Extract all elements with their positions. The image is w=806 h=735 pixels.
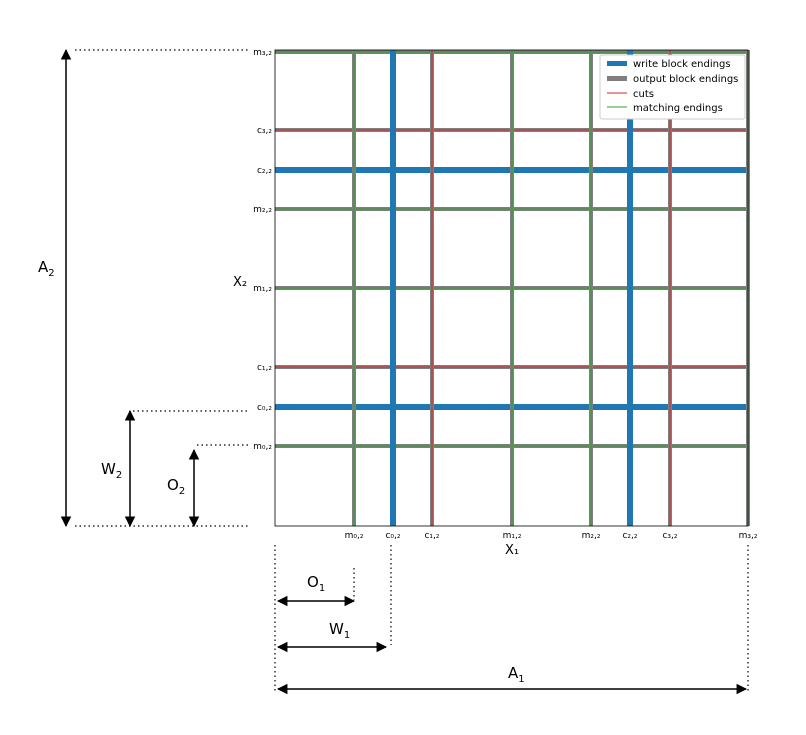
plot-frame (274, 49, 749, 527)
x-tick-label: m₂,₂ (582, 531, 601, 541)
x-tick-labels: m₀,₂ c₀,₂ c₁,₂ m₁,₂ m₂,₂ c₂,₂ c₃,₂ m₃,₂ (345, 531, 758, 541)
x-tick-label: m₀,₂ (345, 531, 364, 541)
label-w1: W1 (329, 620, 350, 641)
legend-label-output: output block endings (633, 74, 738, 85)
x-axis-label: X₁ (505, 543, 519, 558)
x-tick-label: m₃,₂ (739, 531, 758, 541)
label-w2: W2 (101, 460, 122, 481)
label-o1: O1 (307, 573, 325, 594)
y-tick-label: c₀,₂ (257, 403, 272, 413)
y-tick-labels: m₀,₂ c₀,₂ c₁,₂ m₁,₂ m₂,₂ c₂,₂ c₃,₂ m₃,₂ (253, 48, 272, 452)
label-a1: A1 (508, 664, 525, 685)
label-a2: A2 (38, 258, 55, 279)
legend-swatch-output (607, 76, 627, 81)
y-axis-label: X₂ (233, 275, 247, 290)
y-tick-label: m₂,₂ (253, 205, 272, 215)
y-tick-label: m₃,₂ (253, 48, 272, 58)
dimension-o1: O1 (276, 573, 356, 607)
legend-label-write: write block endings (633, 59, 731, 70)
dimension-o2: O2 (167, 444, 250, 528)
dimension-a1: A1 (276, 664, 748, 695)
y-tick-label: m₁,₂ (253, 284, 272, 294)
legend-swatch-write (607, 61, 627, 66)
legend: write block endings output block endings… (599, 54, 746, 120)
dimension-w2: W2 (101, 409, 250, 528)
grid-lines (275, 50, 750, 526)
dimension-w1: W1 (276, 620, 388, 653)
y-tick-label: m₀,₂ (253, 442, 272, 452)
dimension-a2: A2 (38, 48, 250, 528)
x-tick-label: c₃,₂ (662, 531, 677, 541)
x-tick-label: c₀,₂ (385, 531, 400, 541)
x-tick-label: c₂,₂ (622, 531, 637, 541)
legend-label-matching: matching endings (633, 103, 723, 114)
y-tick-label: c₂,₂ (257, 166, 272, 176)
x-tick-label: c₁,₂ (424, 531, 439, 541)
y-tick-label: c₃,₂ (257, 126, 272, 136)
legend-box (599, 54, 746, 120)
label-o2: O2 (167, 476, 185, 497)
y-tick-label: c₁,₂ (257, 363, 272, 373)
legend-label-cuts: cuts (633, 89, 654, 100)
x-tick-label: m₁,₂ (503, 531, 522, 541)
